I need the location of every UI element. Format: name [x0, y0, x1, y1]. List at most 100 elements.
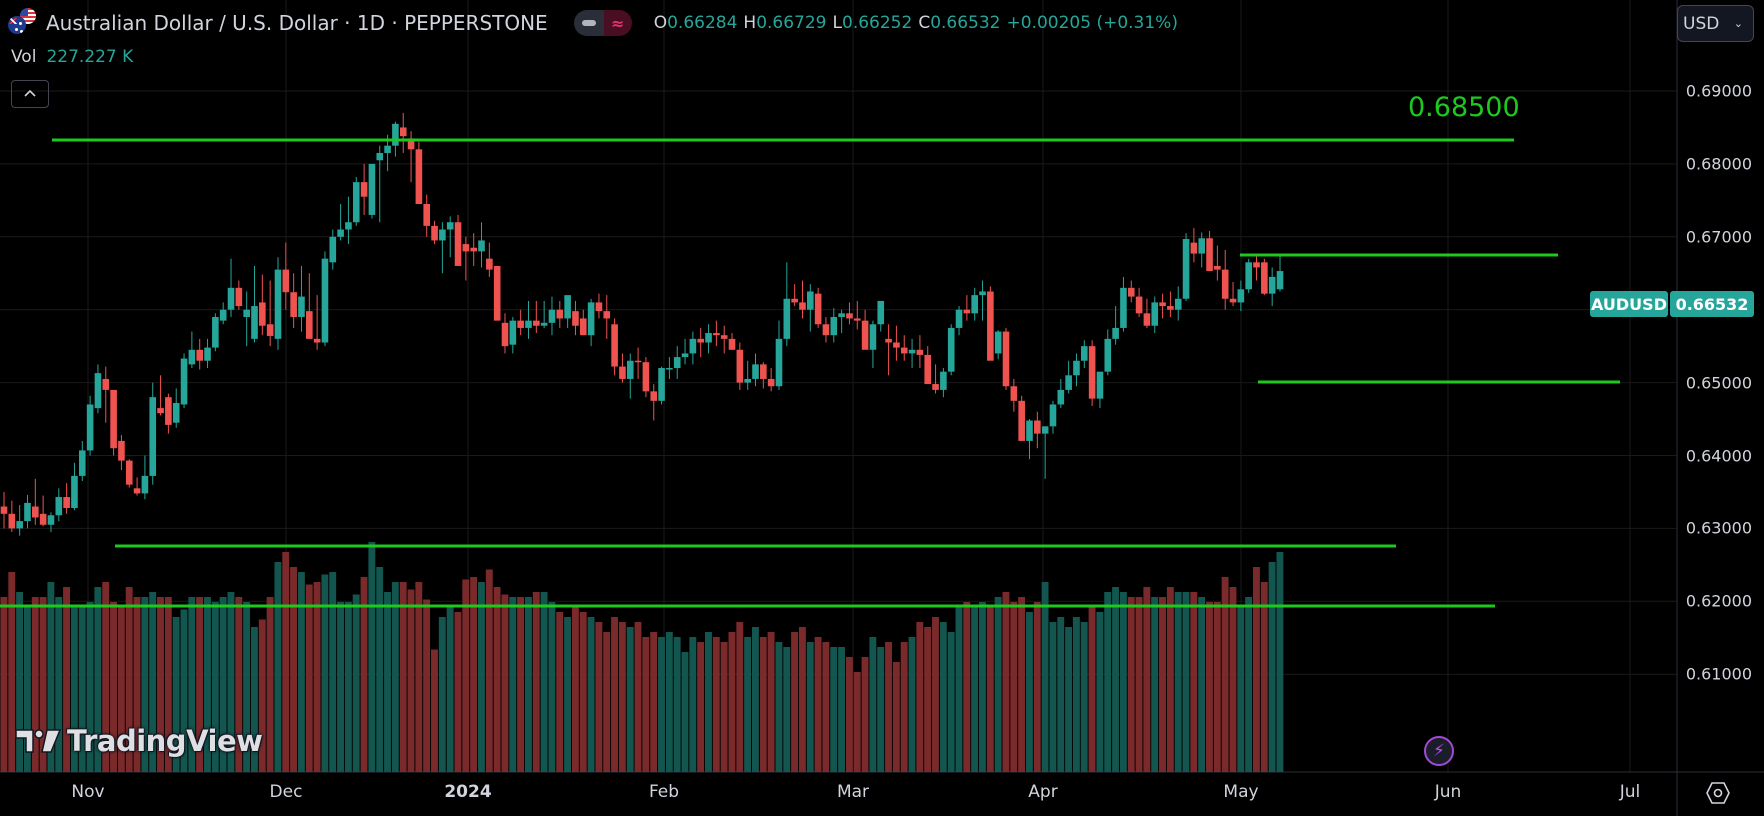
candle-body: [1135, 296, 1143, 314]
candle-body: [775, 338, 783, 387]
volume-bar: [838, 647, 845, 772]
volume-bar: [658, 637, 665, 772]
volume-bar: [470, 577, 478, 772]
market-status-pill[interactable]: ≈: [573, 10, 632, 36]
candle-body: [47, 515, 55, 525]
tradingview-logo[interactable]: TradingView: [15, 724, 263, 758]
candle-body: [720, 335, 728, 339]
volume-bar: [141, 597, 149, 772]
candle-body: [1261, 262, 1268, 294]
candle-body: [251, 306, 258, 339]
candle-body: [1018, 400, 1025, 441]
candle-body: [658, 368, 665, 401]
volume-bar: [8, 572, 16, 772]
time-axis-label: Jun: [1434, 782, 1462, 802]
level-annotation-label[interactable]: 0.68500: [1408, 92, 1520, 123]
candle-body: [486, 258, 493, 270]
volume-bar: [493, 587, 501, 772]
volume-bar: [1206, 602, 1213, 772]
volume-bar: [1127, 597, 1135, 772]
volume-bar: [462, 579, 470, 772]
candle-body: [877, 300, 885, 325]
volume-bar: [368, 542, 376, 772]
candle-body: [78, 450, 86, 476]
candle-body: [16, 521, 23, 529]
lightning-icon[interactable]: ⚡: [1424, 736, 1454, 766]
candle-body: [165, 397, 172, 425]
candle-body: [1088, 346, 1096, 399]
candle-body: [235, 287, 243, 307]
volume-bar: [524, 597, 532, 772]
volume-bar: [188, 597, 196, 772]
volume-bar: [47, 582, 55, 772]
volume-bar: [1174, 592, 1182, 772]
candle-body: [266, 324, 274, 336]
candle-body: [893, 342, 900, 348]
volume-bar: [877, 647, 885, 772]
candle-body: [86, 404, 94, 451]
candle-body: [853, 318, 861, 321]
volume-bar: [681, 652, 689, 772]
candle-body: [548, 309, 556, 323]
volume-bar: [360, 577, 368, 772]
collapse-legend-button[interactable]: [11, 80, 49, 108]
volume-bar: [149, 592, 157, 772]
volume-bar: [1018, 597, 1026, 772]
candle-body: [313, 338, 321, 343]
close-value: 0.66532: [930, 13, 1001, 33]
candle-body: [767, 378, 775, 387]
volume-bar: [595, 622, 603, 772]
candle-body: [298, 296, 305, 317]
volume-bar: [23, 607, 31, 772]
time-axis-label: May: [1223, 782, 1259, 802]
volume-legend: Vol 227.227 K: [11, 47, 133, 67]
price-axis-label: 0.67000: [1685, 227, 1752, 247]
candle-body: [368, 163, 376, 215]
volume-bar: [673, 637, 681, 772]
candle-body: [431, 225, 438, 241]
high-value: 0.66729: [756, 13, 827, 33]
volume-bar: [642, 637, 650, 772]
candle-body: [1096, 371, 1104, 399]
candle-body: [932, 384, 939, 390]
volume-bar: [1237, 607, 1245, 772]
candle-body: [572, 311, 579, 326]
candle-body: [1034, 420, 1041, 434]
volume-bar: [0, 597, 8, 772]
candle-body: [681, 353, 689, 358]
volume-bar: [548, 602, 556, 772]
candle-body: [243, 309, 250, 317]
volume-bar: [885, 642, 892, 772]
volume-bar: [791, 632, 799, 772]
time-axis-label: Dec: [269, 782, 303, 802]
candle-body: [1057, 389, 1065, 405]
volume-bar: [979, 602, 986, 772]
candle-body: [626, 360, 634, 379]
volume-bar: [892, 662, 900, 772]
volume-bar: [423, 599, 431, 772]
candle-body: [713, 333, 720, 336]
settings-hexagon-icon[interactable]: [1705, 780, 1731, 806]
volume-bar: [509, 597, 517, 772]
candle-body: [219, 309, 227, 321]
volume-bar: [1002, 592, 1010, 772]
volume-bar: [1260, 582, 1268, 772]
volume-bar: [697, 642, 705, 772]
candle-body: [478, 240, 485, 252]
volume-bar: [1252, 567, 1260, 772]
candle-body: [924, 354, 932, 385]
candle-body: [1268, 276, 1276, 294]
volume-bar: [250, 627, 258, 772]
candle-body: [705, 333, 712, 343]
currency-selector[interactable]: USD ⌄: [1677, 5, 1754, 42]
volume-bar: [227, 592, 235, 772]
candle-body: [846, 313, 853, 319]
price-axis-label: 0.68000: [1685, 154, 1752, 174]
candle-body: [1167, 306, 1174, 310]
volume-bar: [415, 582, 423, 772]
ohlc-values: O0.66284 H0.66729 L0.66252 C0.66532 +0.0…: [653, 13, 1178, 33]
volume-bar: [1143, 587, 1151, 772]
symbol-title[interactable]: Australian Dollar / U.S. Dollar · 1D · P…: [46, 11, 548, 35]
volume-bar: [611, 617, 618, 772]
